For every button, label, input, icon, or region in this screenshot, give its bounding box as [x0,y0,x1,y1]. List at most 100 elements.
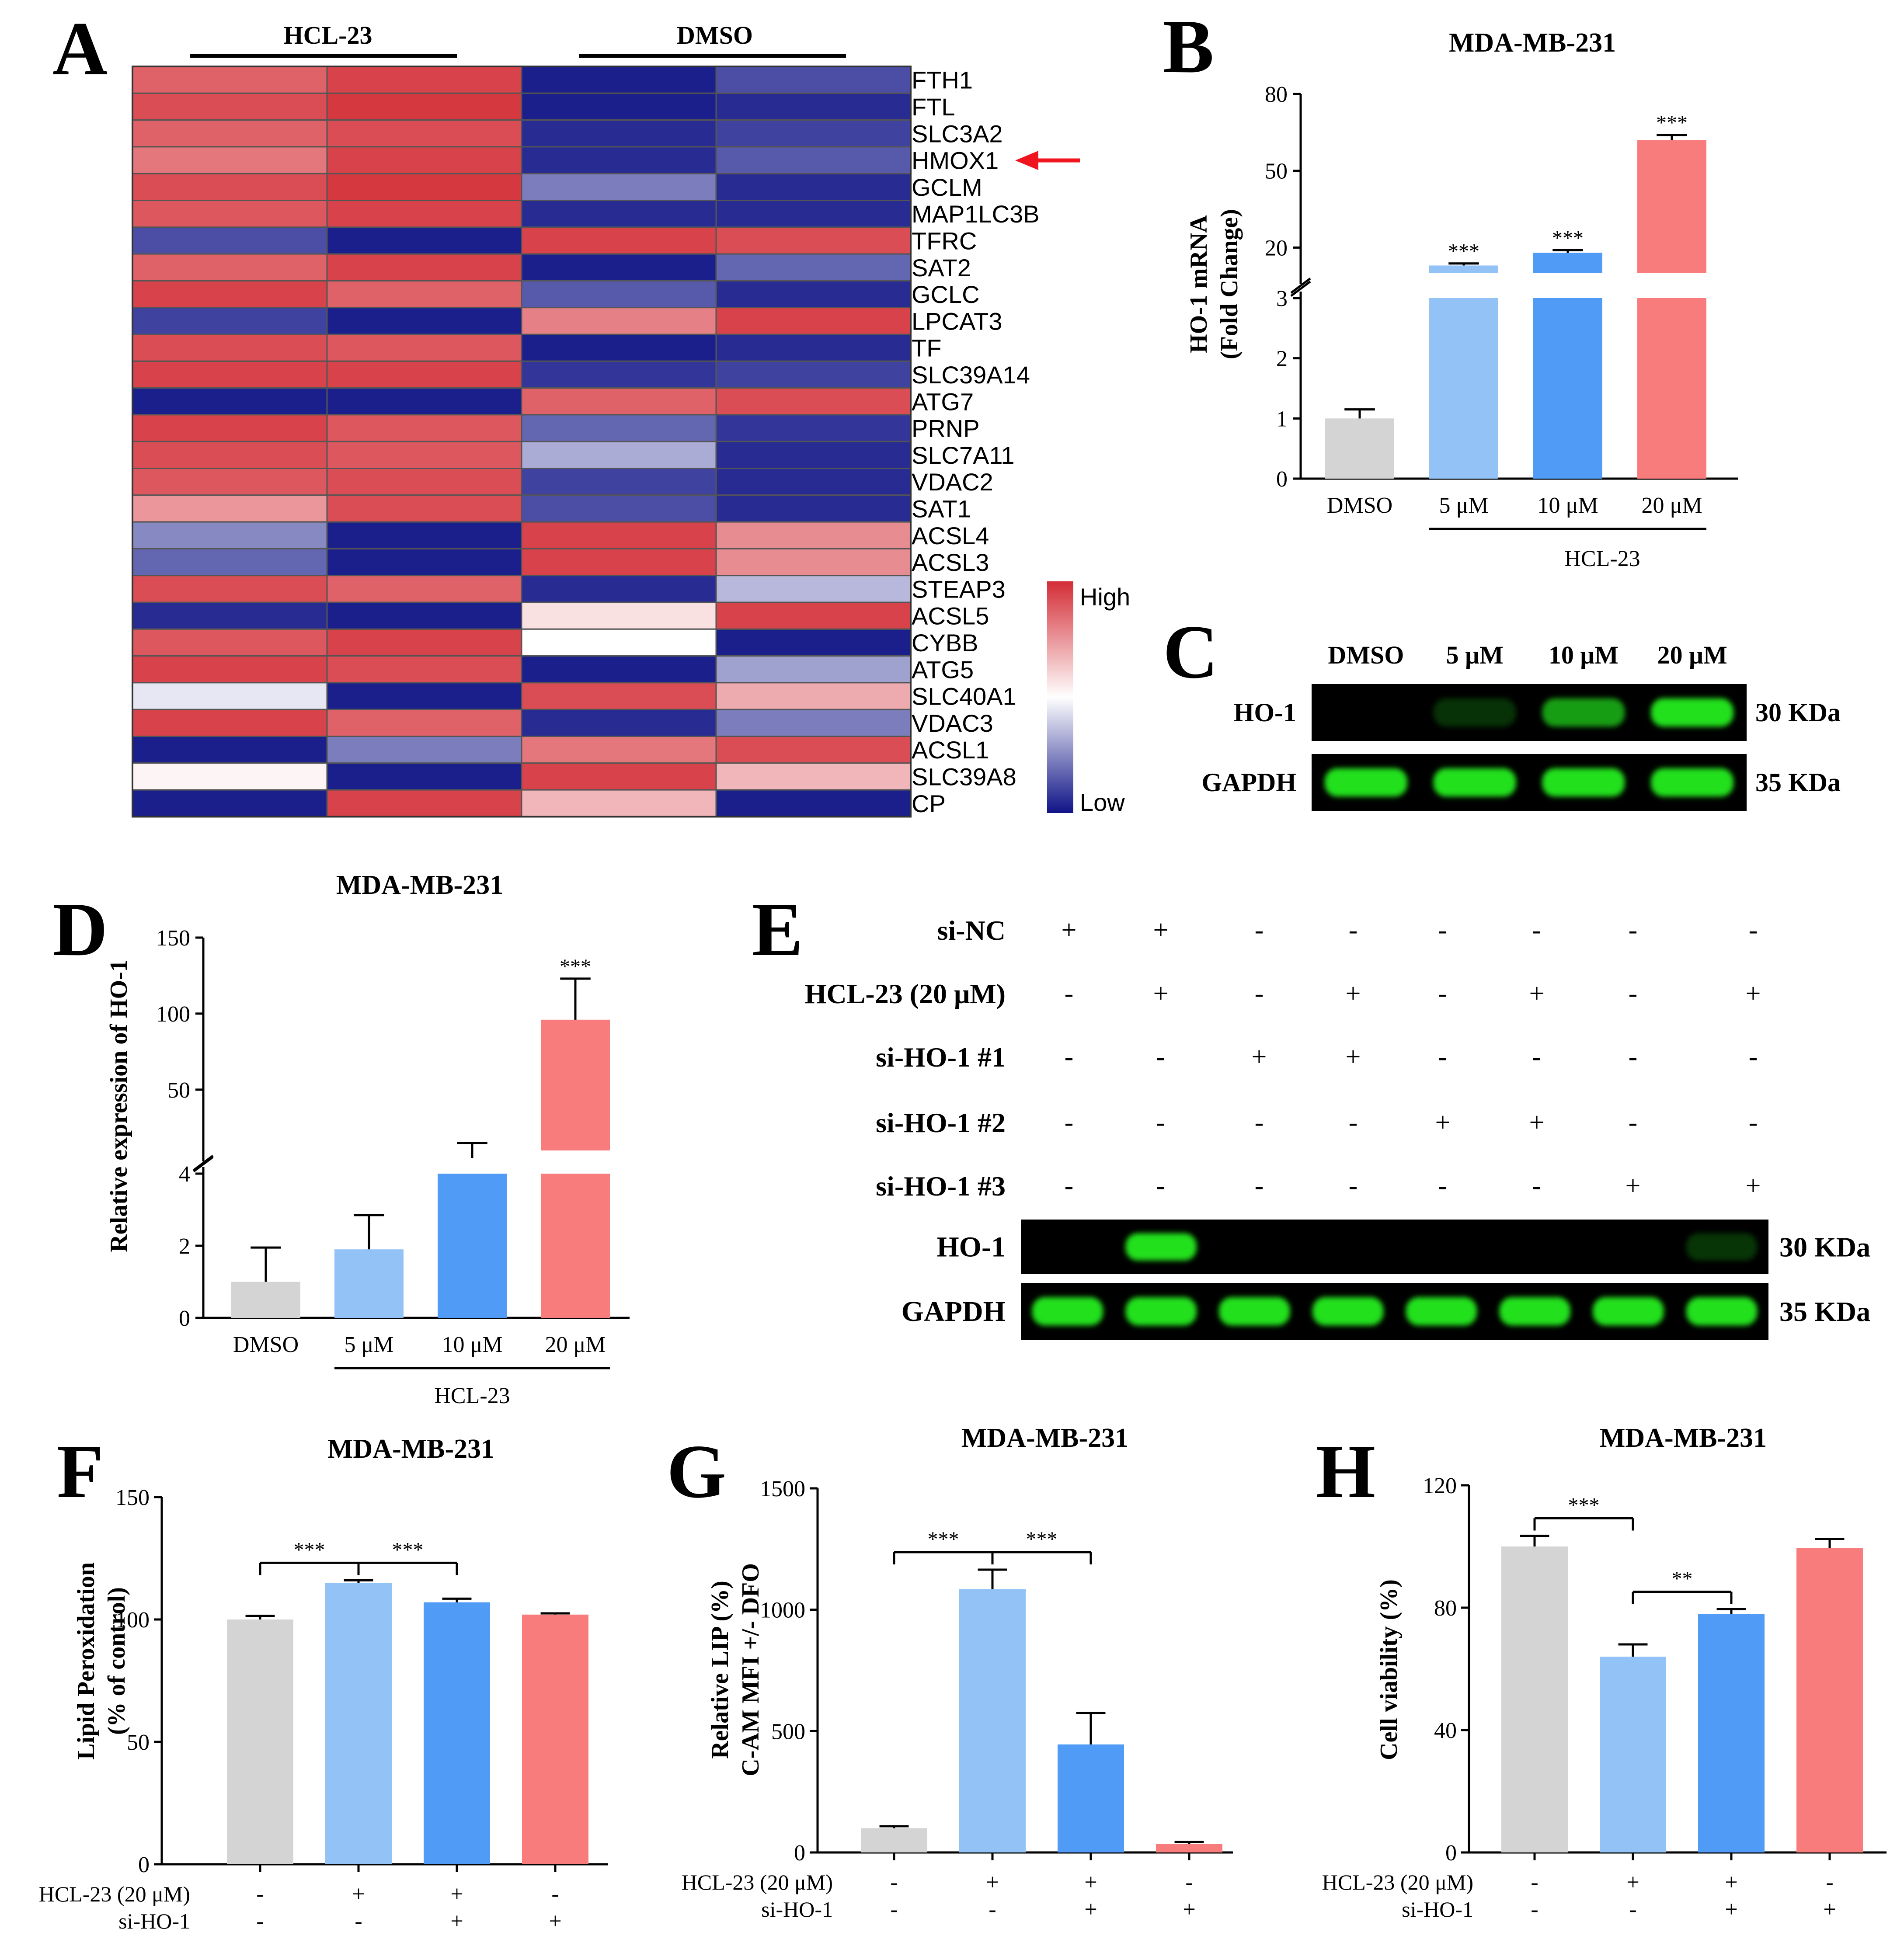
heatmap-cell [326,736,522,764]
y-tick-label: 4 [179,1162,190,1187]
condition-sign: - [1156,1108,1166,1137]
heatmap-cell [521,280,717,309]
condition-sign: - [1532,915,1542,945]
gene-label-acsl5: ACSL5 [912,602,989,630]
condition-label: si-HO-1 #1 [876,1042,1006,1073]
condition-sign: + [1252,1042,1267,1072]
heatmap-cell [132,334,328,362]
heatmap-cell [715,307,912,335]
row-label: HCL-23 (20 μM) [1322,1870,1473,1894]
heatmap-cell [715,387,912,416]
heatmap-cell [715,655,912,684]
gene-label-acsl4: ACSL4 [912,522,989,549]
heatmap-cell [521,575,717,603]
lane-label: DMSO [1328,641,1404,669]
condition-sign: - [1532,1042,1542,1072]
panel-e-letter: E [752,887,803,972]
chart-d: 0 2 4 50 100 150 DMSO 5 μM 10 μM *** 20 μM [156,926,630,1369]
panel-h-title: MDA-MB-231 [1600,1423,1767,1453]
axis-break-mark [193,1155,214,1171]
row-label: HCL-23 (20 μM) [39,1882,190,1906]
blot-c-gapdh-band [1324,768,1407,797]
heatmap-cell [521,601,717,630]
heatmap-cell [326,709,522,737]
heatmap-cell [521,655,717,684]
heatmap-cell [132,575,328,603]
heatmap-cell [132,762,328,791]
heatmap-cell [521,762,717,791]
row-sign: + [1084,1897,1097,1922]
heatmap-cell [132,494,328,523]
heatmap-cell [326,441,522,469]
blot-c-gapdh-band [1542,768,1625,797]
bar [1501,1546,1568,1852]
condition-label: si-HO-1 #3 [876,1171,1006,1202]
x-category-label: 20 μM [1641,493,1702,518]
lane-label: 5 μM [1446,641,1504,669]
heatmap-cell [326,789,522,817]
heatmap-gene-labels: FTH1FTLSLC3A2HMOX1GCLMMAP1LC3BTFRCSAT2GC… [912,66,1040,817]
blot-size-label: 35 KDa [1755,768,1841,797]
row-label: si-HO-1 [761,1897,833,1922]
heatmap-cell [132,173,328,202]
heatmap-cell [521,521,717,549]
heatmap-cell [326,200,522,228]
significance-label: *** [1552,226,1584,250]
blot-row-label: GAPDH [902,1296,1006,1327]
heatmap-cell [326,360,522,389]
heatmap-cell [521,441,717,469]
heatmap-cell [715,146,912,174]
significance-label: *** [1656,111,1688,135]
heatmap-cell [132,280,328,309]
heatmap-cell [326,280,522,309]
heatmap-cell [326,548,522,577]
panel-g: G MDA-MB-231 Relative LIP (%) C-AM MFI +… [667,1423,1233,1922]
bar [861,1828,927,1852]
heatmap-cell [521,494,717,523]
x-category-label: 10 μM [442,1332,502,1357]
y-tick-label: 2 [1276,347,1288,372]
blot-row-label: HO-1 [936,1231,1006,1263]
heatmap-cell [132,682,328,710]
blot-row-label: GAPDH [1201,768,1296,797]
condition-sign: - [1438,1171,1448,1201]
bar [522,1614,588,1864]
x-category-label: 5 μM [344,1332,393,1357]
blot-size-label: 30 KDa [1779,1232,1870,1263]
blot-c-ho-1-band [1651,698,1734,727]
heatmap-cell [521,628,717,657]
heatmap-cell [521,146,717,174]
row-sign: - [1531,1870,1538,1895]
heatmap-cell [715,119,912,148]
condition-sign: - [1629,979,1638,1008]
y-tick-label: 500 [771,1719,805,1744]
panel-b-xgroup: HCL-23 [1564,546,1640,571]
gene-label-slc3a2: SLC3A2 [912,120,1003,147]
significance-label: *** [560,955,591,978]
panel-h-letter: H [1316,1429,1375,1514]
condition-sign: - [1156,1171,1166,1201]
heatmap-cell [521,360,717,389]
condition-sign: - [1065,1171,1074,1201]
heatmap-cell [132,360,328,389]
gene-label-fth1: FTH1 [912,66,973,94]
row-sign: + [1084,1870,1097,1895]
panel-c-letter: C [1163,609,1218,694]
heatmap-cell [132,789,328,817]
heatmap-cell [132,200,328,228]
blot-e-ho-1-band [1686,1233,1758,1261]
condition-sign: - [1065,1042,1074,1072]
blot-size-label: 35 KDa [1779,1296,1870,1327]
significance-label: *** [1568,1494,1600,1517]
condition-sign: + [1153,915,1169,945]
condition-sign: - [1438,1042,1448,1072]
heatmap-cell [326,334,522,362]
heatmap-cell [132,468,328,496]
row-sign: - [1531,1897,1538,1922]
y-tick-label: 150 [115,1485,150,1510]
condition-label: si-NC [937,915,1006,946]
condition-sign: + [1529,979,1545,1008]
condition-sign: - [1749,915,1758,945]
heatmap-cell [326,494,522,523]
